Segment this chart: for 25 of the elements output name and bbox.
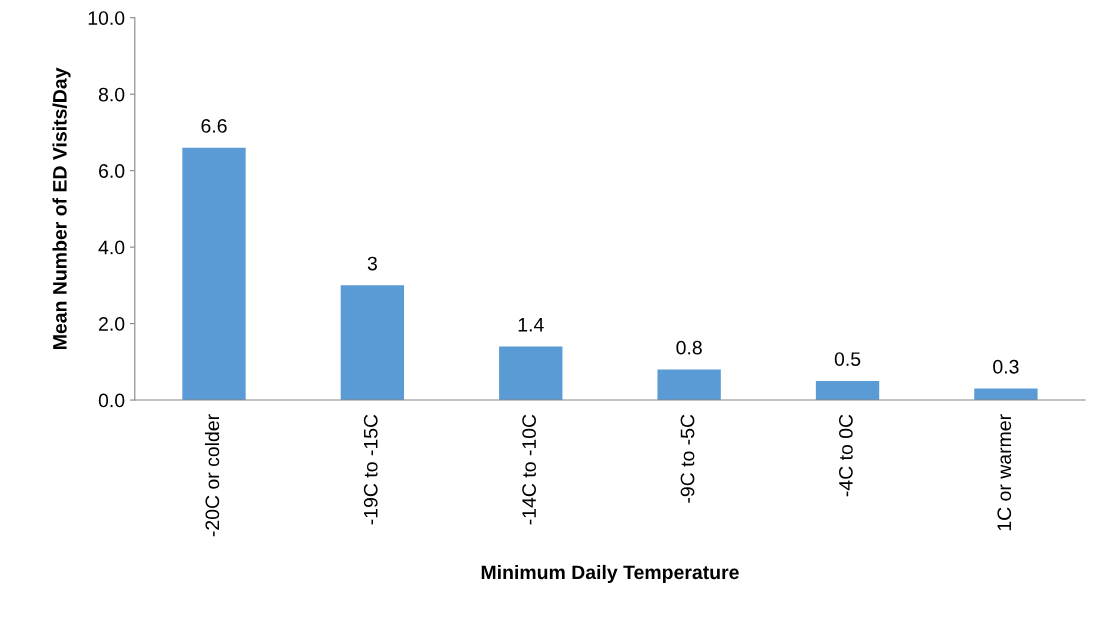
y-tick-label: 4.0	[98, 240, 125, 255]
data-label: 0.5	[834, 352, 861, 366]
bar	[815, 380, 880, 401]
y-tick-label: 6.0	[99, 164, 125, 178]
x-tick-label: -4C to 0C	[838, 414, 853, 497]
x-tick-label: 1C or warmer	[997, 414, 1012, 531]
x-tick-label: -20C or colder	[204, 414, 220, 537]
y-tick-label: 10.0	[88, 11, 125, 25]
y-axis-title: Mean Number of ED Visits/Day	[52, 67, 71, 349]
bar	[499, 346, 563, 401]
x-tick-label: -14C to -10C	[522, 414, 536, 525]
data-label: 1.4	[518, 318, 544, 332]
x-axis-title: Minimum Daily Temperature	[481, 564, 739, 584]
data-label: 0.3	[993, 359, 1019, 374]
y-tick-label: 2.0	[99, 317, 125, 331]
bar	[657, 369, 721, 401]
data-label: 0.8	[676, 340, 702, 355]
y-tick-label: 8.0	[98, 87, 125, 102]
x-tick-label: -9C to -5C	[680, 414, 695, 503]
bar	[182, 147, 246, 401]
data-label: 3	[367, 256, 377, 271]
bar	[340, 285, 405, 401]
y-tick-label: 0.0	[98, 393, 125, 408]
data-label: 6.6	[201, 118, 227, 133]
x-tick-label: -19C to -15C	[363, 414, 378, 525]
